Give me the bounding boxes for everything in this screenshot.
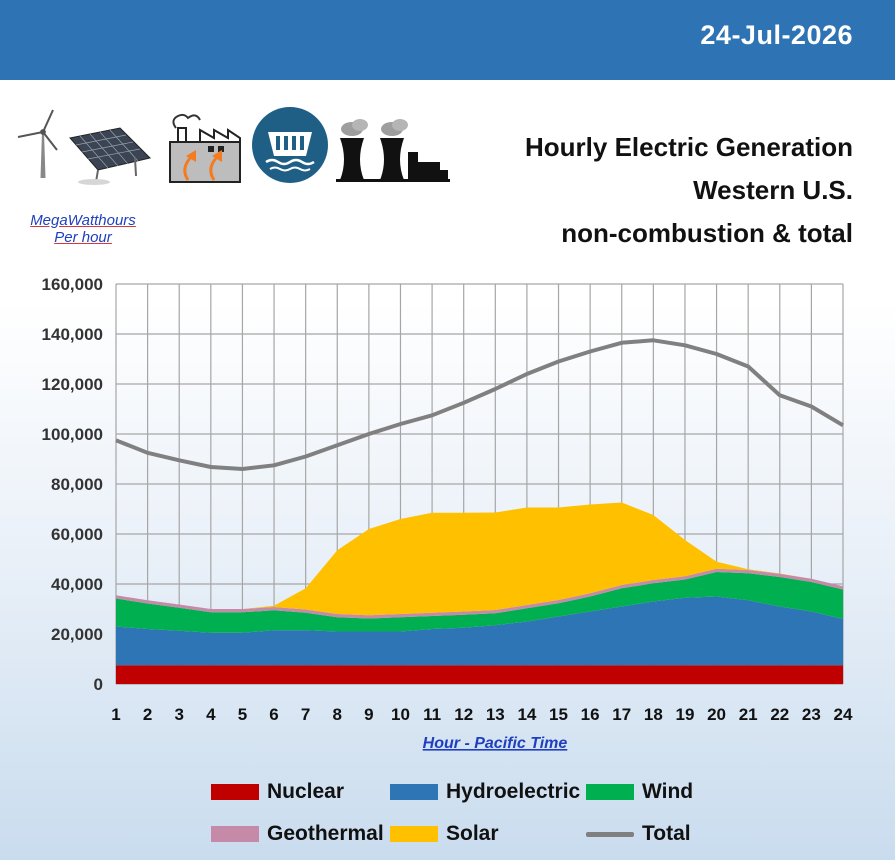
x-tick-label: 12 [454, 705, 473, 724]
x-tick-label: 10 [391, 705, 410, 724]
legend-item-nuclear: Nuclear [211, 780, 344, 804]
legend-label-total: Total [642, 822, 691, 845]
area-hydroelectric [116, 596, 843, 666]
units-line-1: MegaWatthours [30, 212, 136, 229]
x-tick-label: 20 [707, 705, 726, 724]
legend-swatch-geothermal [211, 826, 259, 842]
x-tick-label: 21 [739, 705, 758, 724]
y-tick-label: 160,000 [42, 275, 103, 294]
area-geothermal [116, 568, 843, 619]
legend-item-total: Total [586, 822, 691, 846]
area-nuclear [116, 665, 843, 684]
area-solar [116, 502, 843, 616]
x-tick-label: 6 [269, 705, 278, 724]
chart-title: Hourly Electric Generation Western U.S. … [525, 126, 853, 255]
y-tick-label: 100,000 [42, 425, 103, 444]
title-line-2: Western U.S. [693, 175, 853, 205]
legend-label-hydroelectric: Hydroelectric [446, 780, 581, 803]
legend-item-wind: Wind [586, 780, 693, 804]
x-tick-label: 16 [581, 705, 600, 724]
x-tick-label: 18 [644, 705, 663, 724]
x-tick-label: 15 [549, 705, 568, 724]
x-tick-label: 3 [174, 705, 183, 724]
hydro-dam-icon [252, 107, 328, 183]
x-tick-label: 22 [770, 705, 789, 724]
y-tick-label: 140,000 [42, 325, 103, 344]
area-wind [116, 572, 843, 633]
legend-swatch-total [586, 831, 634, 837]
y-tick-label: 60,000 [51, 525, 103, 544]
stacked-areas [116, 502, 843, 684]
wind-turbine-icon [17, 109, 58, 178]
x-tick-label: 8 [333, 705, 342, 724]
header-bar: 24-Jul-2026 [0, 0, 895, 80]
legend-label-nuclear: Nuclear [267, 780, 345, 803]
line-total [115, 338, 845, 471]
legend-item-solar: Solar [390, 822, 499, 846]
x-tick-label: 17 [612, 705, 631, 724]
x-axis-title: Hour - Pacific Time [423, 735, 568, 752]
x-tick-label: 11 [423, 705, 441, 724]
legend-label-solar: Solar [446, 822, 499, 845]
x-tick-label: 23 [802, 705, 821, 724]
legend-swatch-hydroelectric [390, 784, 438, 800]
line-series [115, 338, 845, 471]
y-tick-label: 0 [94, 675, 103, 694]
legend-swatch-solar [390, 826, 438, 842]
axes: 0 20,000 40,000 60,000 80,000 100,000 120,000 1… [42, 275, 853, 724]
y-tick-label: 40,000 [51, 575, 103, 594]
title-line-3: non-combustion & total [561, 218, 853, 248]
units-label: MegaWatthours Per hour [18, 212, 148, 246]
legend-label-wind: Wind [642, 780, 694, 803]
x-tick-label: 1 [111, 705, 120, 724]
x-tick-label: 5 [238, 705, 247, 724]
title-line-1: Hourly Electric Generation [525, 132, 853, 162]
geothermal-plant-icon [169, 113, 241, 183]
legend-item-geothermal: Geothermal [211, 822, 384, 846]
x-tick-label: 7 [301, 705, 310, 724]
x-tick-label: 19 [675, 705, 694, 724]
x-tick-label: 2 [143, 705, 152, 724]
energy-icons [17, 107, 450, 185]
x-tick-label: 14 [517, 705, 536, 724]
report-date: 24-Jul-2026 [700, 20, 853, 50]
y-tick-label: 20,000 [51, 625, 103, 644]
generation-chart: 0 20,000 40,000 60,000 80,000 100,000 120,000 1… [42, 275, 853, 752]
x-tick-label: 4 [206, 705, 216, 724]
legend-item-hydroelectric: Hydroelectric [390, 780, 580, 804]
nuclear-plant-icon [336, 119, 450, 182]
chart-legend: Nuclear Hydroelectric Wind Geothermal Solar T… [0, 770, 895, 850]
legend-swatch-wind [586, 784, 634, 800]
legend-label-geothermal: Geothermal [267, 822, 384, 845]
legend-swatch-nuclear [211, 784, 259, 800]
y-tick-label: 120,000 [42, 375, 103, 394]
x-tick-label: 24 [834, 705, 853, 724]
solar-panel-icon [69, 127, 151, 185]
x-tick-label: 13 [486, 705, 505, 724]
y-tick-label: 80,000 [51, 475, 103, 494]
units-line-2: Per hour [54, 229, 112, 246]
x-tick-label: 9 [364, 705, 373, 724]
